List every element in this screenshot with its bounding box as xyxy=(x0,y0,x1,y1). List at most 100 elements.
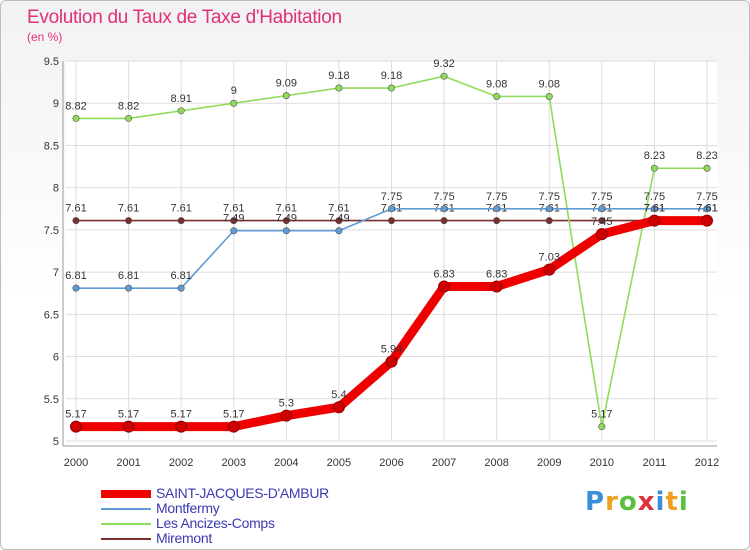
data-point xyxy=(703,205,711,213)
data-point xyxy=(332,401,345,414)
data-point xyxy=(440,217,448,225)
data-label: 7.61 xyxy=(276,203,297,215)
data-point xyxy=(648,214,661,227)
data-label: 7.49 xyxy=(328,213,349,225)
data-label: 9.32 xyxy=(433,58,454,70)
logo-letter: t xyxy=(665,487,679,517)
data-point xyxy=(72,217,80,225)
data-label: 9 xyxy=(231,85,237,97)
x-tick-label: 2011 xyxy=(643,457,667,469)
data-point xyxy=(598,423,606,431)
data-label: 7.61 xyxy=(696,203,717,215)
data-label: 7.61 xyxy=(223,203,244,215)
data-point xyxy=(385,355,398,368)
data-point xyxy=(650,164,658,172)
data-point xyxy=(227,420,240,433)
data-label: 5.17 xyxy=(65,409,86,421)
data-label: 7.61 xyxy=(328,203,349,215)
y-tick-label: 7.5 xyxy=(44,225,59,237)
x-tick-label: 2005 xyxy=(327,457,351,469)
data-point xyxy=(387,217,395,225)
y-tick-label: 8 xyxy=(53,183,59,195)
data-point xyxy=(493,205,501,213)
x-tick-label: 2002 xyxy=(169,457,193,469)
data-label: 7.49 xyxy=(276,213,297,225)
x-tick-label: 2004 xyxy=(274,457,298,469)
logo-letter: i xyxy=(655,487,666,517)
data-point xyxy=(490,280,503,293)
x-tick-label: 2009 xyxy=(537,457,561,469)
data-point xyxy=(177,107,185,115)
data-point xyxy=(282,227,290,235)
data-label: 8.23 xyxy=(696,150,717,162)
data-label: 5.17 xyxy=(223,409,244,421)
data-label: 5.3 xyxy=(279,398,294,410)
legend-swatch xyxy=(101,490,151,498)
data-point xyxy=(493,217,501,225)
data-point xyxy=(125,217,133,225)
legend-label: SAINT-JACQUES-D'AMBUR xyxy=(156,485,329,501)
legend-swatch xyxy=(101,538,151,540)
data-point xyxy=(545,217,553,225)
data-label: 7.75 xyxy=(381,191,402,203)
y-tick-label: 5 xyxy=(53,436,59,448)
legend-label: Montfermy xyxy=(156,500,220,516)
data-label: 7.75 xyxy=(539,191,560,203)
data-point xyxy=(543,263,556,276)
data-label: 7.61 xyxy=(170,203,191,215)
logo-letter: r xyxy=(605,487,619,517)
x-tick-label: 2003 xyxy=(222,457,246,469)
data-point xyxy=(598,217,606,225)
data-point xyxy=(595,228,608,241)
data-point xyxy=(703,164,711,172)
data-label: 6.83 xyxy=(486,268,507,280)
data-label: 9.08 xyxy=(539,78,560,90)
data-point xyxy=(230,217,238,225)
data-label: 5.17 xyxy=(591,409,612,421)
y-tick-label: 5.5 xyxy=(44,394,59,406)
data-label: 7.75 xyxy=(433,191,454,203)
data-label: 5.17 xyxy=(170,409,191,421)
data-label: 5.94 xyxy=(381,344,402,356)
data-label: 8.91 xyxy=(170,93,191,105)
data-label: 5.4 xyxy=(331,389,346,401)
data-label: 6.81 xyxy=(118,270,139,282)
x-tick-label: 2000 xyxy=(64,457,88,469)
y-tick-label: 7 xyxy=(53,267,59,279)
logo-letter: P xyxy=(585,487,606,517)
unit-label: (en %) xyxy=(27,30,63,44)
data-point xyxy=(177,217,185,225)
data-label: 8.23 xyxy=(644,150,665,162)
legend-swatch xyxy=(101,523,151,525)
x-tick-label: 2007 xyxy=(432,457,456,469)
data-point xyxy=(175,420,188,433)
data-point xyxy=(177,284,185,292)
data-point xyxy=(282,92,290,100)
data-label: 8.82 xyxy=(65,100,86,112)
legend-swatch xyxy=(101,508,151,510)
data-point xyxy=(493,92,501,100)
x-tick-label: 2010 xyxy=(590,457,614,469)
data-label: 9.18 xyxy=(381,70,402,82)
data-point xyxy=(72,114,80,122)
data-point xyxy=(230,99,238,107)
data-point xyxy=(230,227,238,235)
data-point xyxy=(335,84,343,92)
data-point xyxy=(125,284,133,292)
data-point xyxy=(387,84,395,92)
data-point xyxy=(545,205,553,213)
data-label: 7.03 xyxy=(539,252,560,264)
y-tick-label: 8.5 xyxy=(44,140,59,152)
data-label: 7.75 xyxy=(591,191,612,203)
data-point xyxy=(438,280,451,293)
legend-label: Miremont xyxy=(156,530,212,546)
data-label: 7.61 xyxy=(65,203,86,215)
data-point xyxy=(280,409,293,422)
data-point xyxy=(440,72,448,80)
x-tick-label: 2012 xyxy=(695,457,719,469)
data-point xyxy=(545,92,553,100)
data-point xyxy=(122,420,135,433)
data-point xyxy=(440,205,448,213)
y-tick-label: 6 xyxy=(53,352,59,364)
